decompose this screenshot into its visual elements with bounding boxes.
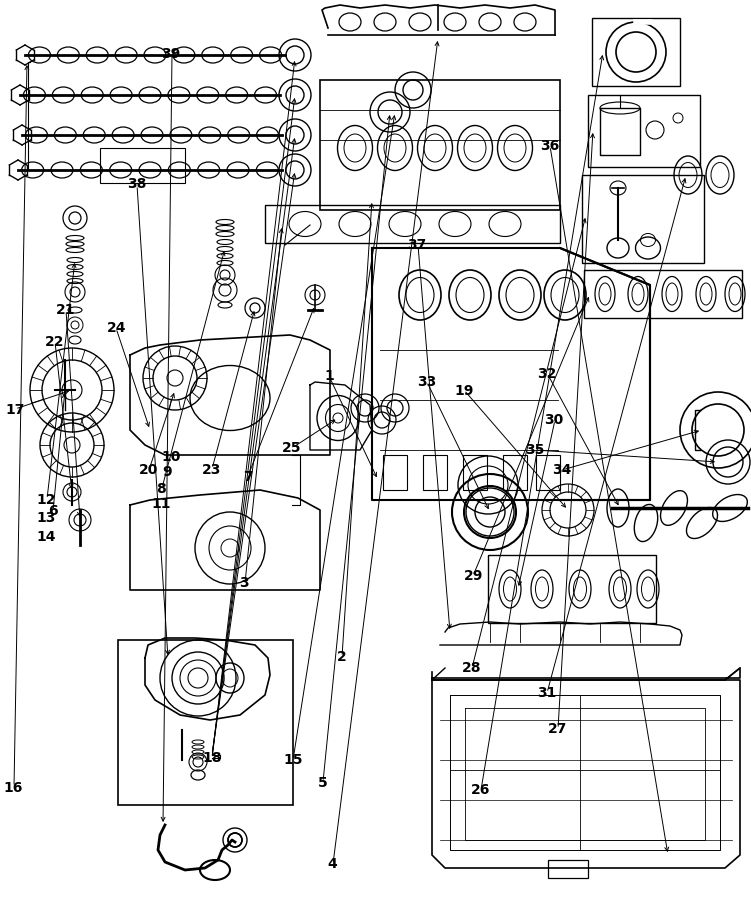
Bar [118, 640, 293, 805]
Bar [582, 175, 704, 263]
Text: 19: 19 [454, 383, 474, 398]
Text: 21: 21 [56, 303, 76, 318]
Text: 34: 34 [552, 463, 572, 477]
Text: 18: 18 [202, 751, 222, 765]
Text: 22: 22 [45, 335, 65, 349]
Text: 26: 26 [471, 783, 490, 797]
Text: 3: 3 [240, 576, 249, 590]
Text: 27: 27 [547, 722, 567, 736]
Text: 39: 39 [161, 47, 181, 61]
Bar [463, 455, 487, 490]
Circle shape [62, 380, 82, 400]
Bar [320, 80, 560, 210]
Bar [488, 555, 656, 623]
Text: 9: 9 [162, 465, 171, 480]
Text: 35: 35 [525, 443, 544, 457]
Bar [100, 148, 185, 183]
Text: 20: 20 [139, 463, 158, 477]
Text: 5: 5 [318, 776, 327, 790]
Text: 13: 13 [37, 510, 56, 525]
Text: 36: 36 [540, 139, 559, 153]
Text: 10: 10 [161, 450, 181, 464]
Text: 11: 11 [152, 497, 171, 511]
Text: 37: 37 [407, 238, 427, 252]
Bar [592, 18, 680, 86]
Text: 17: 17 [5, 402, 25, 417]
Bar [265, 205, 560, 243]
Bar [423, 455, 447, 490]
Text: 32: 32 [537, 366, 556, 381]
Text: 29: 29 [463, 569, 483, 583]
Text: 28: 28 [462, 661, 481, 675]
Circle shape [64, 437, 80, 453]
Text: 31: 31 [537, 686, 556, 700]
Text: 33: 33 [417, 375, 436, 390]
Text: 7: 7 [243, 470, 252, 484]
Bar [503, 455, 527, 490]
Text: 15: 15 [283, 753, 303, 768]
Text: 23: 23 [202, 463, 222, 477]
Text: 25: 25 [282, 441, 301, 455]
Text: 4: 4 [328, 857, 337, 871]
Text: 38: 38 [127, 177, 146, 192]
Text: 30: 30 [544, 413, 564, 428]
Text: 14: 14 [37, 530, 56, 544]
Text: 6: 6 [48, 504, 57, 518]
Text: 24: 24 [107, 321, 126, 336]
Text: 12: 12 [37, 492, 56, 507]
Text: 16: 16 [4, 780, 23, 795]
Bar [588, 95, 700, 167]
Bar [548, 860, 588, 878]
Text: 1: 1 [324, 369, 333, 383]
Text: 2: 2 [337, 650, 346, 664]
Bar [383, 455, 407, 490]
Bar [584, 270, 742, 318]
Circle shape [167, 370, 183, 386]
Bar [536, 455, 560, 490]
Text: 8: 8 [157, 482, 166, 496]
